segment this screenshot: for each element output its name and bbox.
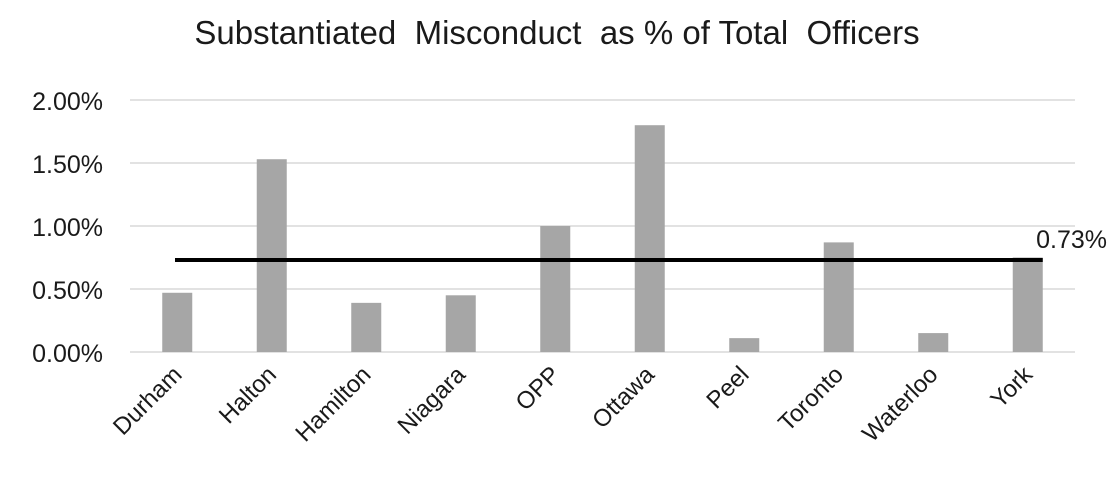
- reference-line-label: 0.73%: [1036, 226, 1107, 254]
- bar-ottawa: [634, 125, 665, 352]
- y-tick-label: 0.50%: [32, 277, 103, 305]
- bars: [162, 125, 1043, 352]
- y-tick-label: 2.00%: [32, 88, 103, 116]
- x-axis-tick-labels: Durham Halton Hamilton Niagara OPP Ottawa Peel…: [108, 360, 1039, 447]
- x-tick-label: Durham: [108, 361, 187, 440]
- x-tick-label: Peel: [701, 361, 754, 414]
- x-tick-label: York: [986, 360, 1039, 413]
- y-tick-label: 1.50%: [32, 151, 103, 179]
- reference-line-group: 0.73%: [175, 226, 1107, 263]
- x-tick-label: Niagara: [392, 361, 471, 440]
- bar-halton: [256, 159, 287, 352]
- x-tick-label: Waterloo: [857, 361, 943, 447]
- x-tick-label: Toronto: [773, 361, 849, 437]
- bar-hamilton: [351, 302, 382, 352]
- bar-opp: [540, 226, 571, 352]
- chart-title: Substantiated Misconduct as % of Total O…: [194, 14, 919, 51]
- y-tick-label: 0.00%: [32, 340, 103, 368]
- grid-lines: [130, 99, 1075, 353]
- y-axis-tick-labels: 0.00% 0.50% 1.00% 1.50% 2.00%: [32, 88, 103, 368]
- x-tick-label: Ottawa: [587, 361, 660, 434]
- bar-durham: [162, 292, 193, 352]
- x-tick-label: Halton: [214, 361, 282, 429]
- x-tick-label: Hamilton: [290, 361, 376, 447]
- x-tick-label: OPP: [511, 361, 566, 416]
- bar-niagara: [445, 295, 476, 352]
- y-tick-label: 1.00%: [32, 214, 103, 242]
- bar-peel: [729, 338, 760, 352]
- bar-york: [1012, 257, 1043, 352]
- bar-waterloo: [918, 333, 949, 352]
